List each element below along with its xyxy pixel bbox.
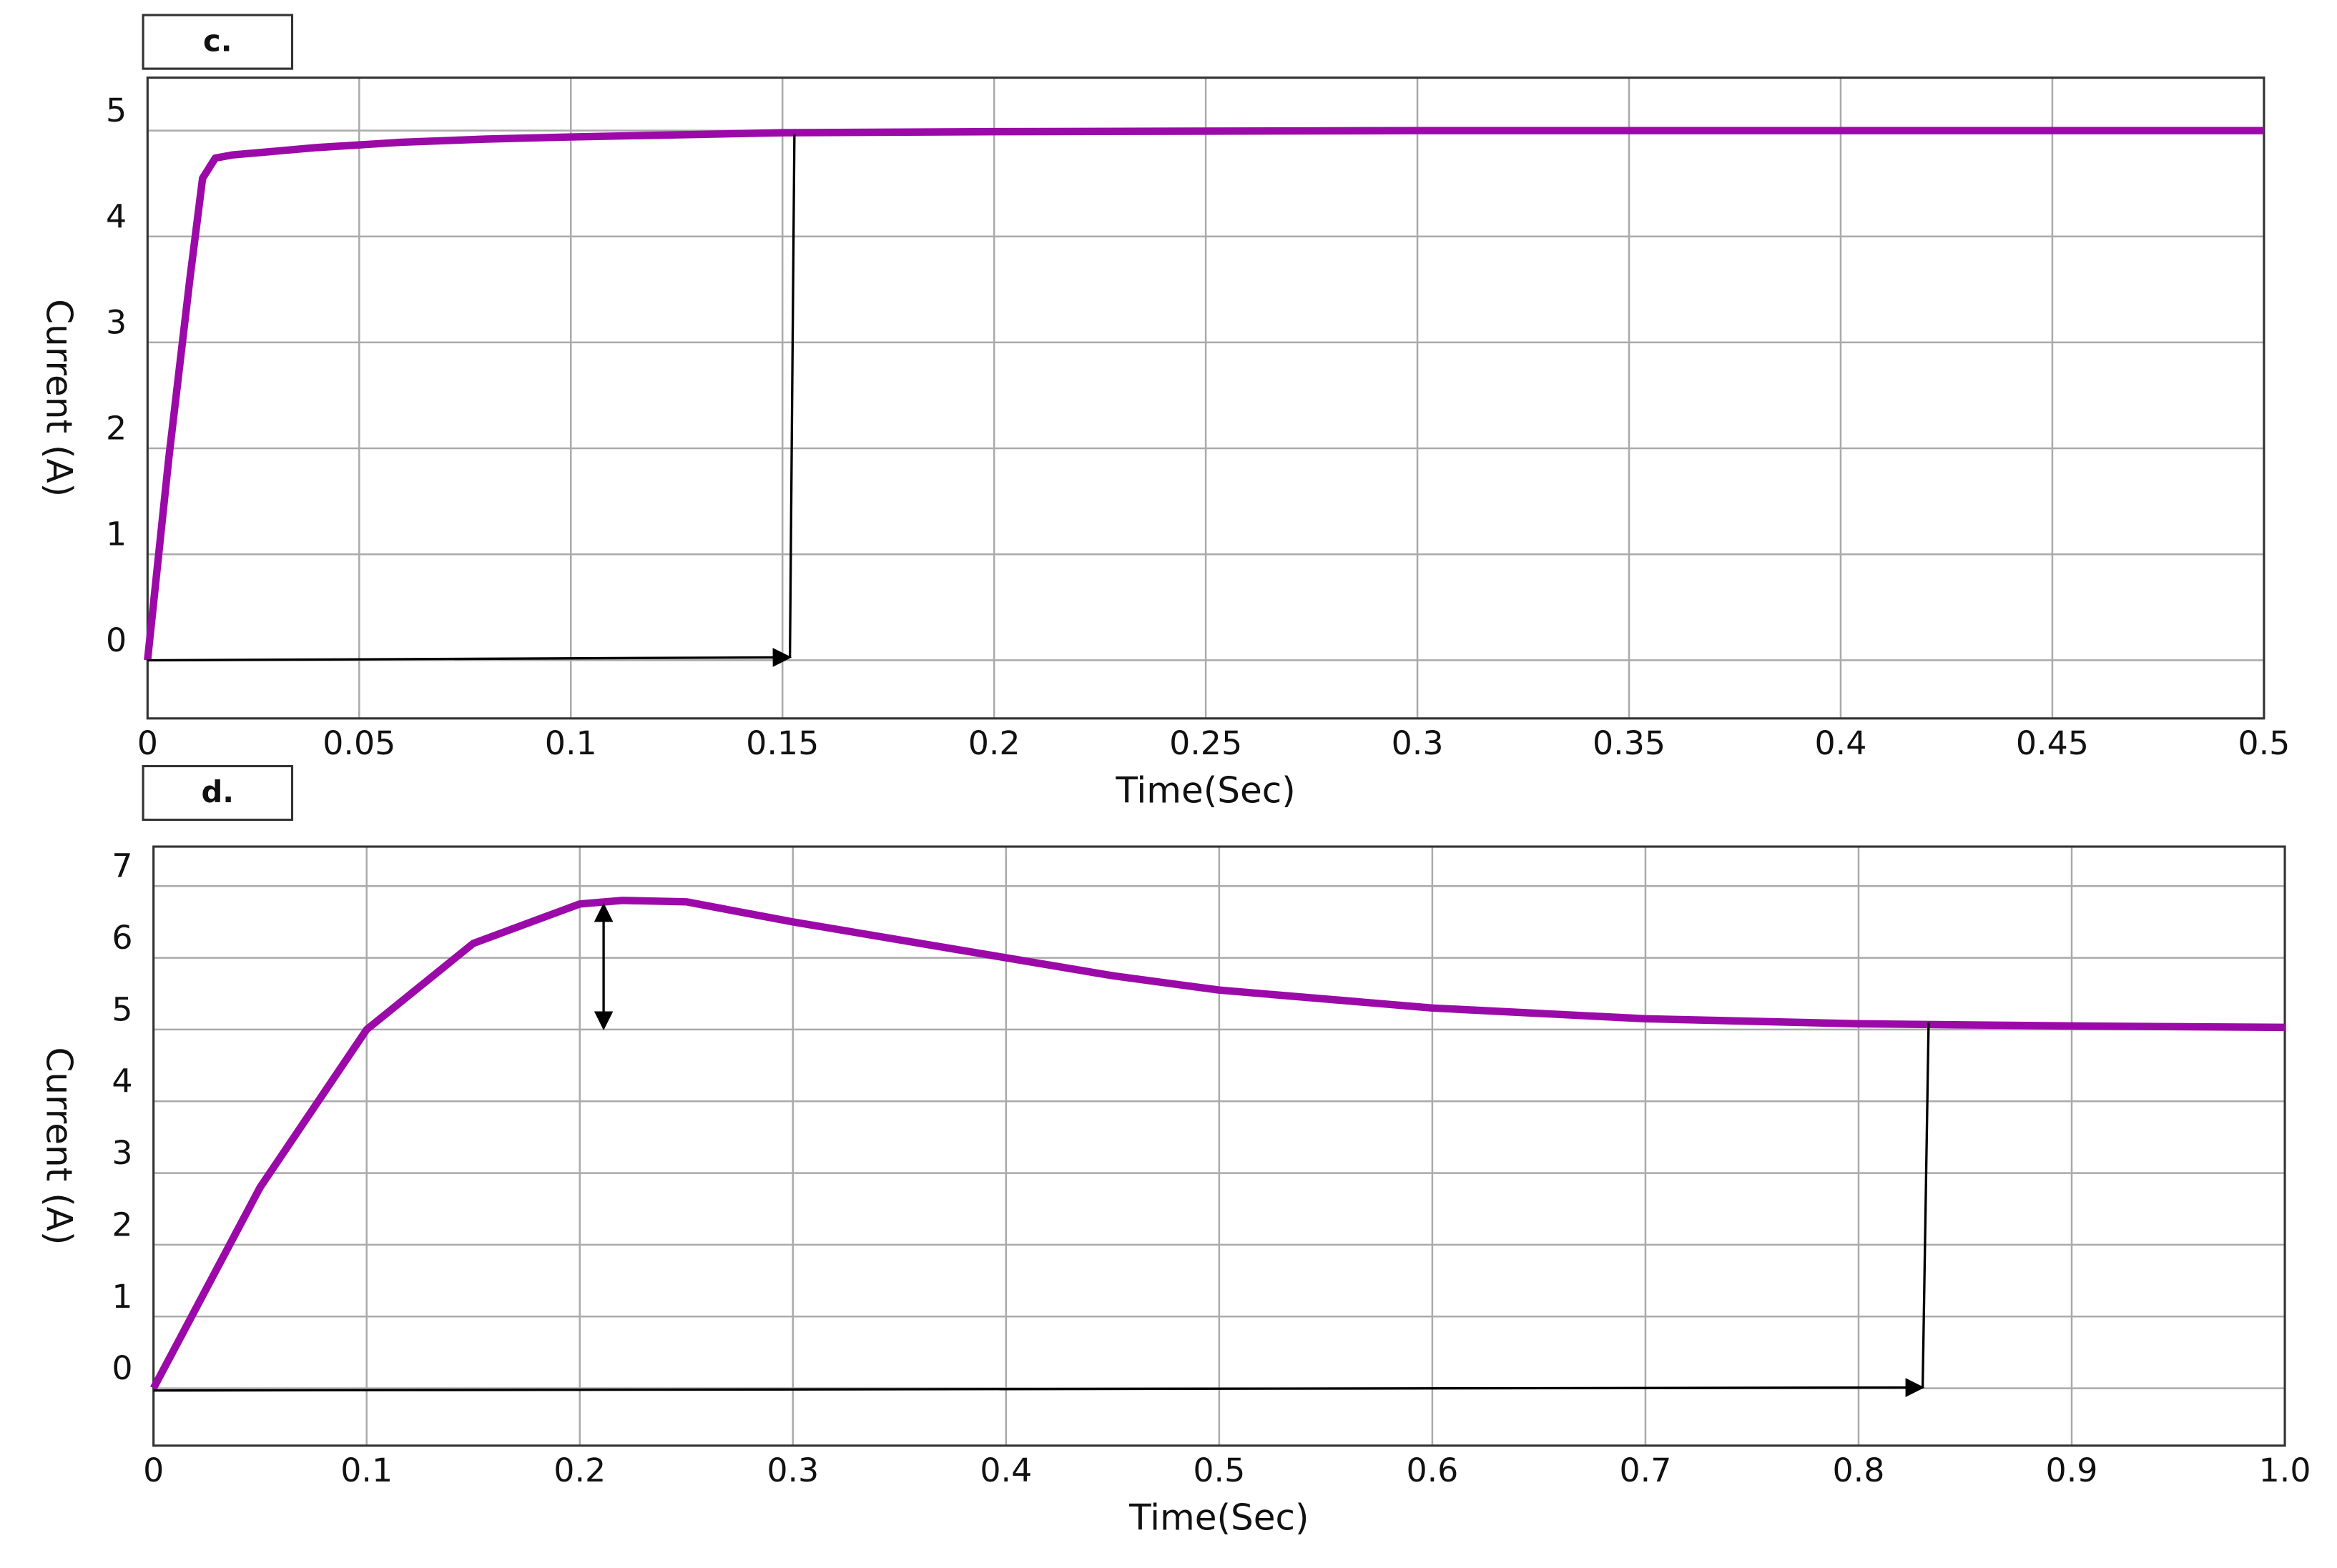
chart-d: 0 1 2 3 4 5 6 7 0 0.1 0.2 0.3 0.4 0.5 0.6 0.7 0.8 0.9 1.0 T… bbox=[39, 845, 2311, 1539]
panel-label-box bbox=[142, 14, 294, 70]
x-tick-label: 0.3 bbox=[767, 1451, 819, 1489]
x-tick-label: 0.6 bbox=[1406, 1451, 1458, 1489]
y-tick-label: 6 bbox=[112, 918, 132, 957]
settling-arrow bbox=[147, 648, 792, 667]
y-axis-title: Current (A) bbox=[39, 1047, 80, 1245]
y-tick-label: 0 bbox=[112, 1348, 132, 1387]
x-tick-label: 0.35 bbox=[1593, 724, 1666, 762]
x-tick-label: 0.3 bbox=[1392, 724, 1444, 762]
x-tick-label: 0.5 bbox=[2238, 724, 2290, 762]
x-tick-label: 0.05 bbox=[323, 724, 395, 762]
y-tick-label: 5 bbox=[112, 990, 132, 1028]
x-tick-label: 0.5 bbox=[1193, 1451, 1245, 1489]
settling-line bbox=[788, 134, 796, 658]
settling-arrow bbox=[153, 1378, 1925, 1397]
data-line bbox=[150, 897, 2286, 1391]
x-tick-label: 0.4 bbox=[980, 1451, 1032, 1489]
y-tick-label: 2 bbox=[112, 1205, 132, 1243]
x-axis-title: Time(Sec) bbox=[1128, 1497, 1309, 1539]
x-tick-label: 0.9 bbox=[2046, 1451, 2098, 1489]
plot-frame bbox=[152, 845, 2286, 1447]
y-tick-label: 2 bbox=[106, 409, 127, 448]
panel-label: c. bbox=[203, 24, 232, 59]
y-tick-label: 1 bbox=[112, 1277, 132, 1316]
settling-line bbox=[1921, 1022, 1930, 1388]
x-tick-label: 0.1 bbox=[545, 724, 597, 762]
x-tick-label: 1.0 bbox=[2259, 1451, 2311, 1489]
y-axis-title: Current (A) bbox=[39, 299, 80, 497]
x-tick-label: 0.8 bbox=[1833, 1451, 1885, 1489]
chart-c: 0 1 2 3 4 5 0 0.05 0.1 0.15 0.2 0.25 0.3 0.35 0.4 0.45 0… bbox=[39, 77, 2290, 812]
panel-label-box bbox=[142, 764, 294, 822]
panel-label: d. bbox=[201, 774, 234, 809]
y-tick-label: 0 bbox=[106, 621, 127, 659]
x-tick-label: 0 bbox=[143, 1451, 164, 1489]
y-tick-label: 3 bbox=[112, 1133, 132, 1172]
y-tick-label: 4 bbox=[112, 1062, 132, 1100]
y-tick-label: 4 bbox=[106, 197, 127, 235]
plot-frame bbox=[146, 77, 2265, 720]
x-tick-label: 0.4 bbox=[1815, 724, 1867, 762]
x-tick-label: 0.45 bbox=[2016, 724, 2089, 762]
x-tick-label: 0.15 bbox=[746, 724, 819, 762]
x-axis-title: Time(Sec) bbox=[1115, 770, 1295, 812]
x-tick-label: 0.2 bbox=[554, 1451, 606, 1489]
x-tick-label: 0.2 bbox=[968, 724, 1020, 762]
y-tick-label: 7 bbox=[112, 847, 132, 885]
y-tick-label: 1 bbox=[106, 515, 127, 553]
x-tick-label: 0 bbox=[137, 724, 158, 762]
x-tick-label: 0.7 bbox=[1619, 1451, 1671, 1489]
x-tick-label: 0.1 bbox=[340, 1451, 393, 1489]
y-tick-label: 3 bbox=[106, 302, 127, 341]
y-tick-label: 5 bbox=[106, 91, 127, 129]
x-tick-label: 0.25 bbox=[1169, 724, 1242, 762]
data-line bbox=[144, 127, 2264, 661]
